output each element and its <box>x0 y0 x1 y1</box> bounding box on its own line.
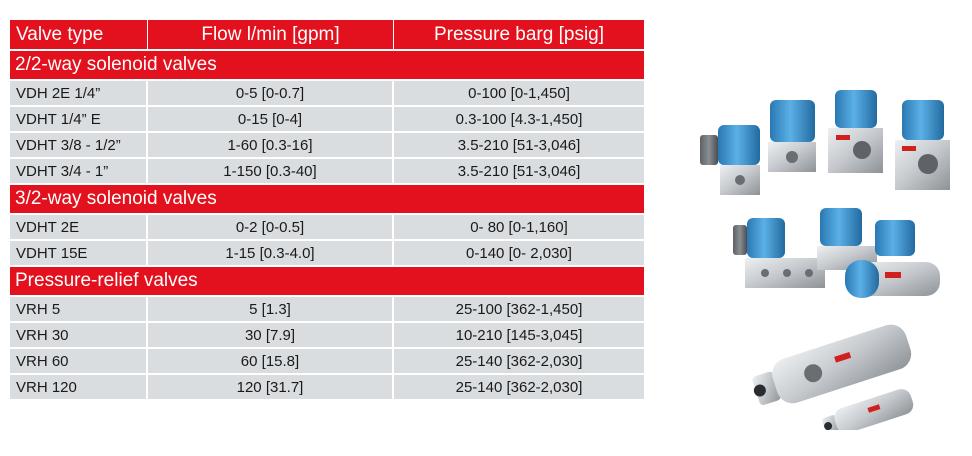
header-valve-type: Valve type <box>10 20 148 51</box>
pressure-cell: 10-210 [145-3,045] <box>394 323 644 349</box>
valve-type-cell: VDH 2E 1/4” <box>10 81 148 107</box>
flow-cell: 1-60 [0.3-16] <box>148 133 394 159</box>
table-row: VRH 120 120 [31.7] 25-140 [362-2,030] <box>10 375 644 401</box>
valve-type-cell: VDHT 15E <box>10 241 148 267</box>
flow-cell: 1-150 [0.3-40] <box>148 159 394 185</box>
valve-type-cell: VDHT 3/8 - 1/2” <box>10 133 148 159</box>
pressure-cell: 25-100 [362-1,450] <box>394 297 644 323</box>
table-row: VDHT 15E 1-15 [0.3-4.0] 0-140 [0- 2,030] <box>10 241 644 267</box>
table-header-row: Valve type Flow l/min [gpm] Pressure bar… <box>10 20 644 51</box>
section-row-3-2-way: 3/2-way solenoid valves <box>10 185 644 215</box>
pressure-relief-valves-photo <box>752 324 914 430</box>
table-row: VRH 5 5 [1.3] 25-100 [362-1,450] <box>10 297 644 323</box>
valve-spec-table: Valve type Flow l/min [gpm] Pressure bar… <box>10 20 644 401</box>
section-row-pressure-relief: Pressure-relief valves <box>10 267 644 297</box>
section-title: 2/2-way solenoid valves <box>10 51 644 81</box>
pressure-cell: 25-140 [362-2,030] <box>394 349 644 375</box>
3-2-way-solenoid-valves-photo <box>733 208 940 298</box>
valve-type-cell: VDHT 1/4” E <box>10 107 148 133</box>
flow-cell: 5 [1.3] <box>148 297 394 323</box>
flow-cell: 1-15 [0.3-4.0] <box>148 241 394 267</box>
flow-cell: 0-15 [0-4] <box>148 107 394 133</box>
pressure-cell: 3.5-210 [51-3,046] <box>394 133 644 159</box>
table-row: VDHT 3/4 - 1” 1-150 [0.3-40] 3.5-210 [51… <box>10 159 644 185</box>
valve-type-cell: VDHT 3/4 - 1” <box>10 159 148 185</box>
flow-cell: 0-2 [0-0.5] <box>148 215 394 241</box>
valve-type-cell: VRH 120 <box>10 375 148 401</box>
section-title: 3/2-way solenoid valves <box>10 185 644 215</box>
table-row: VDHT 2E 0-2 [0-0.5] 0- 80 [0-1,160] <box>10 215 644 241</box>
flow-cell: 120 [31.7] <box>148 375 394 401</box>
flow-cell: 60 [15.8] <box>148 349 394 375</box>
pressure-cell: 0-100 [0-1,450] <box>394 81 644 107</box>
section-title: Pressure-relief valves <box>10 267 644 297</box>
table-row: VDH 2E 1/4” 0-5 [0-0.7] 0-100 [0-1,450] <box>10 81 644 107</box>
table-row: VRH 30 30 [7.9] 10-210 [145-3,045] <box>10 323 644 349</box>
pressure-cell: 25-140 [362-2,030] <box>394 375 644 401</box>
2-2-way-solenoid-valves-photo <box>700 90 950 195</box>
valve-type-cell: VDHT 2E <box>10 215 148 241</box>
pressure-cell: 3.5-210 [51-3,046] <box>394 159 644 185</box>
valve-type-cell: VRH 60 <box>10 349 148 375</box>
valve-type-cell: VRH 5 <box>10 297 148 323</box>
product-photos <box>660 0 972 456</box>
table-row: VDHT 3/8 - 1/2” 1-60 [0.3-16] 3.5-210 [5… <box>10 133 644 159</box>
pressure-cell: 0-140 [0- 2,030] <box>394 241 644 267</box>
valve-type-cell: VRH 30 <box>10 323 148 349</box>
table-row: VDHT 1/4” E 0-15 [0-4] 0.3-100 [4.3-1,45… <box>10 107 644 133</box>
pressure-cell: 0.3-100 [4.3-1,450] <box>394 107 644 133</box>
section-row-2-2-way: 2/2-way solenoid valves <box>10 51 644 81</box>
table-row: VRH 60 60 [15.8] 25-140 [362-2,030] <box>10 349 644 375</box>
flow-cell: 30 [7.9] <box>148 323 394 349</box>
pressure-cell: 0- 80 [0-1,160] <box>394 215 644 241</box>
valve-spec-table-wrapper: Valve type Flow l/min [gpm] Pressure bar… <box>10 20 644 401</box>
header-pressure: Pressure barg [psig] <box>394 20 644 51</box>
header-flow: Flow l/min [gpm] <box>148 20 394 51</box>
flow-cell: 0-5 [0-0.7] <box>148 81 394 107</box>
